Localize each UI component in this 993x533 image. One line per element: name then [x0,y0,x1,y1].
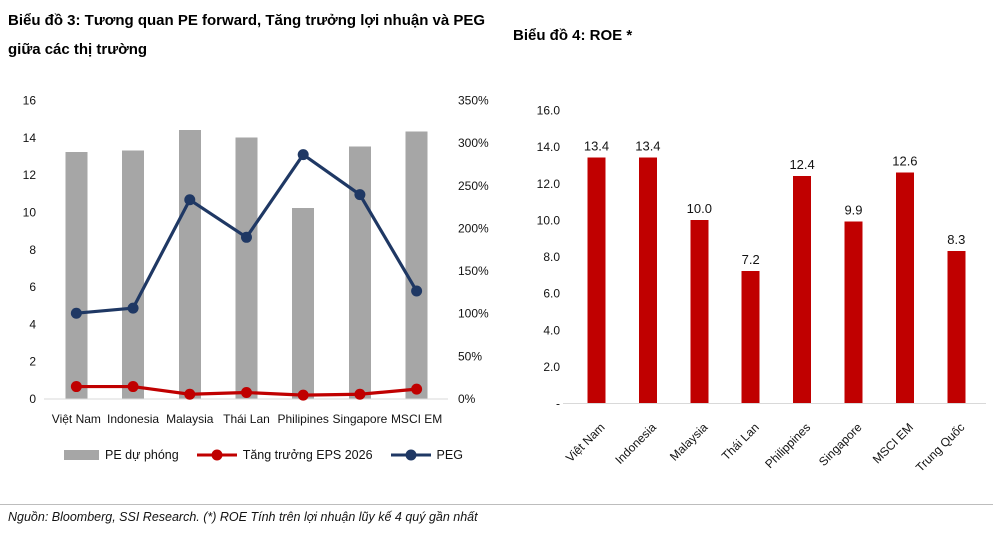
bar-value-label: 7.2 [742,252,760,267]
category-label: Việt Nam [52,412,101,426]
marker-dot [240,387,252,399]
pe-bar [405,131,428,399]
marker-dot [70,381,82,393]
category-label: Philipines [278,412,329,426]
eps-legend-dot [211,449,223,461]
right-axis-tick: 200% [458,221,489,235]
y-axis-tick: 14.0 [537,140,561,154]
y-axis-tick: 16.0 [537,104,561,118]
y-axis-tick: 2.0 [543,360,560,374]
category-label: Philippines [762,420,813,471]
marker-dot [297,389,309,401]
left-axis-tick: 14 [23,131,37,145]
marker-dot [240,231,252,243]
roe-bar [690,219,709,403]
y-axis-tick: 6.0 [543,287,560,301]
right-axis-tick: 250% [458,179,489,193]
right-axis-tick: 350% [458,94,489,108]
bar-value-label: 12.6 [892,153,917,168]
left-axis-tick: 4 [29,317,36,331]
category-label: Trung Quốc [913,420,967,474]
roe-bar [947,251,966,403]
bar-value-label: 13.4 [584,139,609,154]
pe-bar [235,137,258,399]
pe-bar [122,150,145,399]
pe-bar [292,208,315,399]
y-axis-tick: 12.0 [537,177,561,191]
pe-bar [348,146,371,399]
bar-value-label: 12.4 [789,157,814,172]
y-axis-tick: 8.0 [543,250,560,264]
pe-bar [178,129,201,399]
category-label: Thái Lan [719,420,762,463]
chart3-legend: PE dự phóng Tăng trưởng EPS 2026 PEG [64,446,463,464]
roe-bar [587,157,606,403]
marker-dot [297,149,309,161]
left-axis-tick: 12 [23,168,37,182]
chart3-title: Biểu đồ 3: Tương quan PE forward, Tăng t… [8,12,486,58]
pe-bar [65,152,88,399]
left-axis-tick: 6 [29,280,36,294]
bar-value-label: 9.9 [844,203,862,218]
chart3-plot: 0 2 4 6 8 10 12 14 16 0% 50% 100% 150% 200% 250% 300% 35… [23,94,489,426]
legend-label-pe: PE dự phóng [105,448,179,462]
marker-dot [70,307,82,319]
left-axis-tick: 0 [29,392,36,406]
legend-label-eps: Tăng trưởng EPS 2026 [242,448,373,462]
marker-dot [411,285,423,297]
right-axis-tick: 150% [458,264,489,278]
legend-label-peg: PEG [436,448,463,462]
peg-legend-dot [405,449,417,461]
bar-value-label: 10.0 [687,201,712,216]
category-label: Singapore [816,420,865,469]
marker-dot [127,302,139,314]
category-label: Singapore [333,412,388,426]
left-axis-tick: 8 [29,243,36,257]
category-label: MSCI EM [391,412,442,426]
bar-value-label: 13.4 [635,139,660,154]
category-label: Việt Nam [563,420,608,465]
category-label: MSCI EM [870,420,916,466]
source-note: Nguồn: Bloomberg, SSI Research. (*) ROE … [8,510,478,524]
line-marker-icon [196,449,237,461]
left-axis-tick: 16 [23,94,37,108]
category-label: Malaysia [166,412,214,426]
footer-divider [0,504,993,505]
right-axis-tick: 300% [458,136,489,150]
roe-bar [638,157,657,403]
roe-bar [793,175,812,403]
bar-value-label: 8.3 [947,232,965,247]
category-label: Thái Lan [223,412,270,426]
left-axis-tick: 2 [29,355,36,369]
line-marker-icon [390,449,431,461]
y-axis-tick: - [556,397,560,411]
legend-item-pe: PE dự phóng [64,448,179,462]
right-axis-tick: 50% [458,349,482,363]
roe-bar [895,172,914,403]
marker-dot [354,189,366,201]
legend-item-peg: PEG [390,448,463,462]
bar-swatch-icon [64,450,99,460]
chart4-title: Biểu đồ 4: ROE * [513,27,633,44]
y-axis-tick: 10.0 [537,213,561,227]
marker-dot [354,388,366,400]
roe-bar [844,221,863,403]
marker-dot [411,383,423,395]
legend-item-eps: Tăng trưởng EPS 2026 [196,448,373,462]
marker-dot [184,388,196,400]
marker-dot [184,194,196,206]
right-axis-tick: 100% [458,307,489,321]
marker-dot [127,381,139,393]
y-axis-tick: 4.0 [543,323,560,337]
category-label: Indonesia [612,420,659,467]
category-label: Indonesia [107,412,159,426]
roe-bar [741,271,760,403]
right-axis-tick: 0% [458,392,476,406]
chart4-plot: - 2.0 4.0 6.0 8.0 10.0 12.0 14.0 16.0 13.4 Việt Na… [537,104,986,475]
category-label: Malaysia [667,420,711,464]
left-axis-tick: 10 [23,205,37,219]
